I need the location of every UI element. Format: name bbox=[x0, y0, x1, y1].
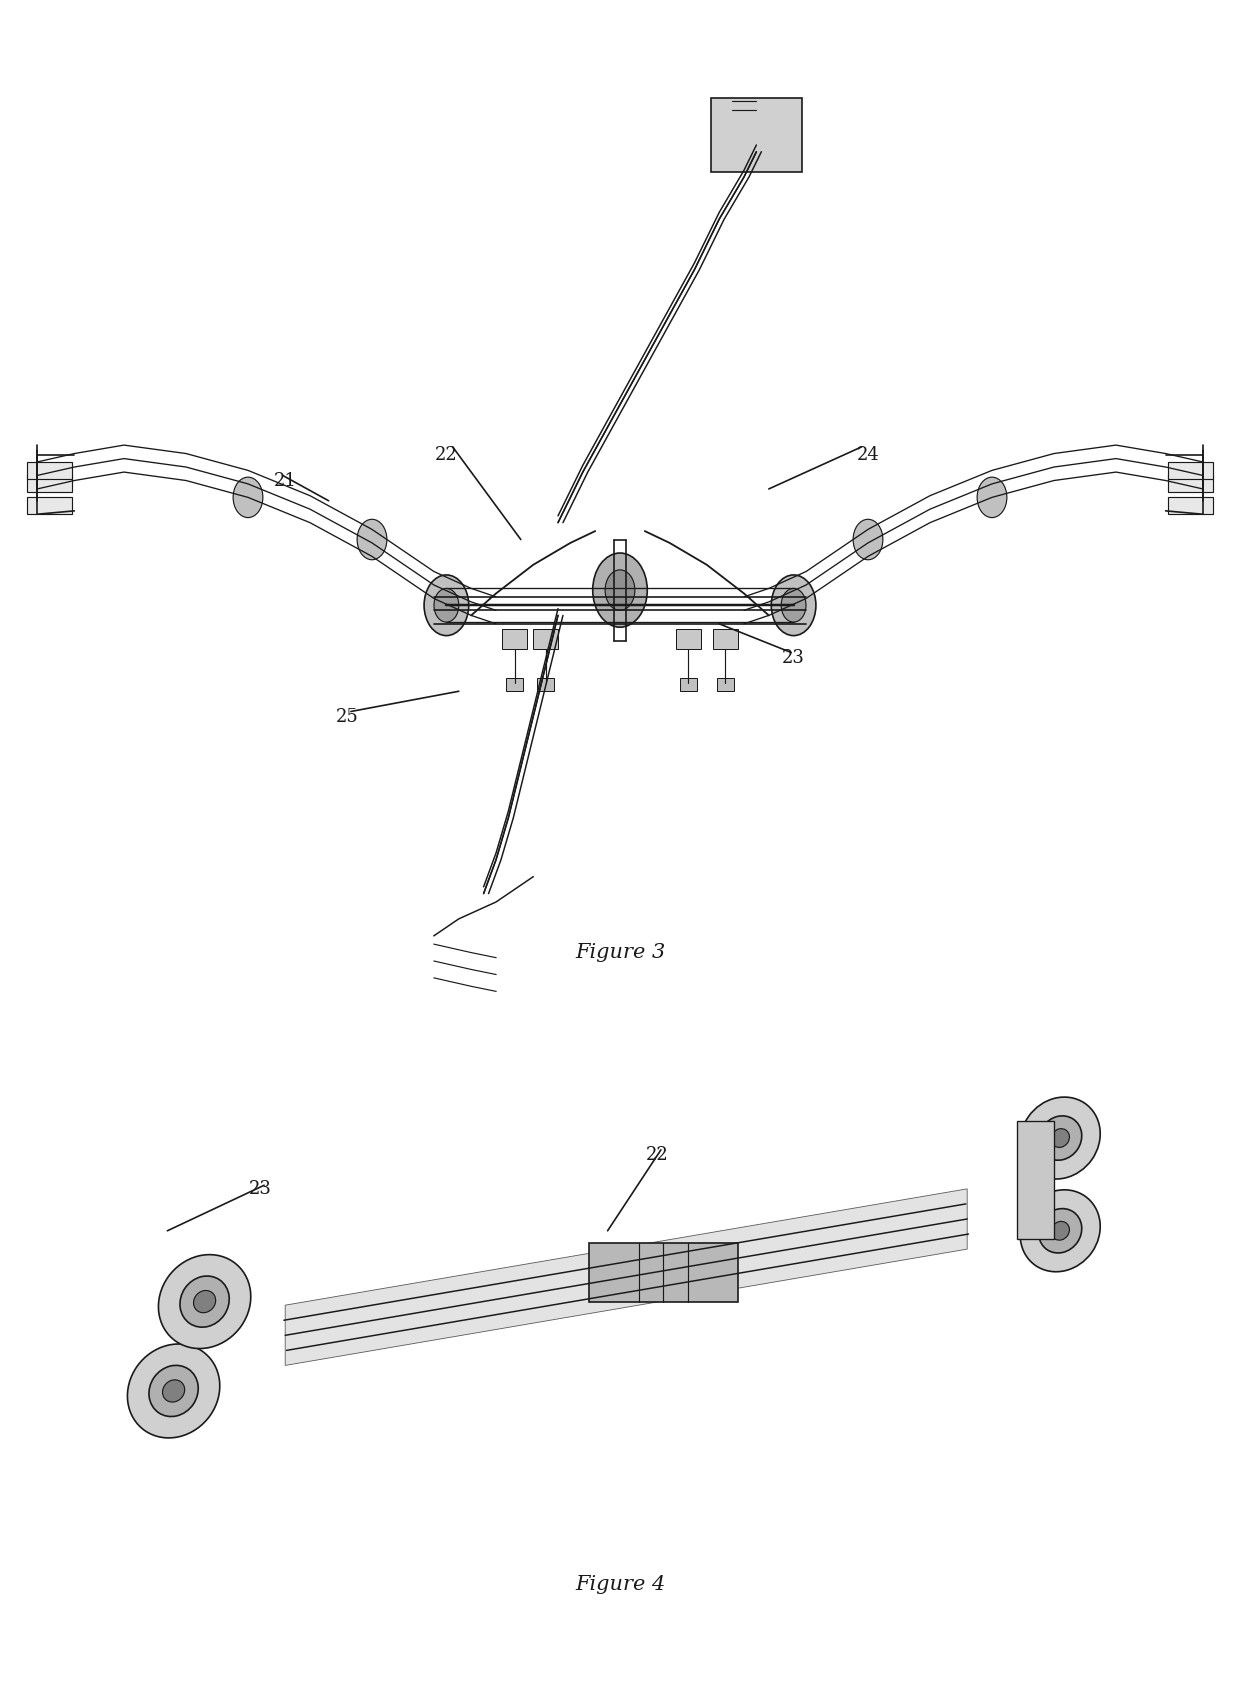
Ellipse shape bbox=[149, 1366, 198, 1416]
Circle shape bbox=[977, 477, 1007, 518]
Text: 23: 23 bbox=[782, 649, 805, 666]
Text: 23: 23 bbox=[249, 1180, 272, 1197]
Text: Figure 3: Figure 3 bbox=[575, 942, 665, 963]
Text: 25: 25 bbox=[336, 708, 358, 725]
Ellipse shape bbox=[1052, 1128, 1069, 1148]
Text: 22: 22 bbox=[646, 1146, 668, 1163]
Ellipse shape bbox=[1021, 1190, 1100, 1271]
Ellipse shape bbox=[128, 1344, 219, 1438]
FancyBboxPatch shape bbox=[589, 1243, 738, 1302]
Ellipse shape bbox=[193, 1290, 216, 1313]
Ellipse shape bbox=[162, 1379, 185, 1403]
Circle shape bbox=[593, 553, 647, 627]
FancyBboxPatch shape bbox=[680, 678, 697, 691]
Text: 22: 22 bbox=[435, 447, 458, 464]
Circle shape bbox=[781, 588, 806, 622]
Ellipse shape bbox=[180, 1276, 229, 1327]
FancyBboxPatch shape bbox=[502, 629, 527, 649]
FancyBboxPatch shape bbox=[676, 629, 701, 649]
Circle shape bbox=[605, 570, 635, 610]
Text: 24: 24 bbox=[857, 447, 879, 464]
Text: 21: 21 bbox=[274, 472, 296, 489]
FancyBboxPatch shape bbox=[717, 678, 734, 691]
Text: Figure 4: Figure 4 bbox=[575, 1575, 665, 1595]
Circle shape bbox=[233, 477, 263, 518]
FancyBboxPatch shape bbox=[1168, 475, 1213, 492]
Ellipse shape bbox=[1021, 1098, 1100, 1179]
Ellipse shape bbox=[1039, 1209, 1081, 1253]
Polygon shape bbox=[285, 1189, 967, 1366]
FancyBboxPatch shape bbox=[711, 98, 802, 172]
FancyBboxPatch shape bbox=[27, 497, 72, 514]
FancyBboxPatch shape bbox=[506, 678, 523, 691]
Ellipse shape bbox=[1052, 1221, 1069, 1241]
Circle shape bbox=[771, 575, 816, 636]
Circle shape bbox=[434, 588, 459, 622]
Ellipse shape bbox=[159, 1254, 250, 1349]
Circle shape bbox=[424, 575, 469, 636]
FancyBboxPatch shape bbox=[533, 629, 558, 649]
Polygon shape bbox=[1017, 1121, 1054, 1239]
Ellipse shape bbox=[1039, 1116, 1081, 1160]
FancyBboxPatch shape bbox=[27, 475, 72, 492]
Circle shape bbox=[853, 519, 883, 560]
FancyBboxPatch shape bbox=[713, 629, 738, 649]
FancyBboxPatch shape bbox=[1168, 462, 1213, 479]
FancyBboxPatch shape bbox=[27, 462, 72, 479]
Circle shape bbox=[357, 519, 387, 560]
FancyBboxPatch shape bbox=[537, 678, 554, 691]
FancyBboxPatch shape bbox=[1168, 497, 1213, 514]
